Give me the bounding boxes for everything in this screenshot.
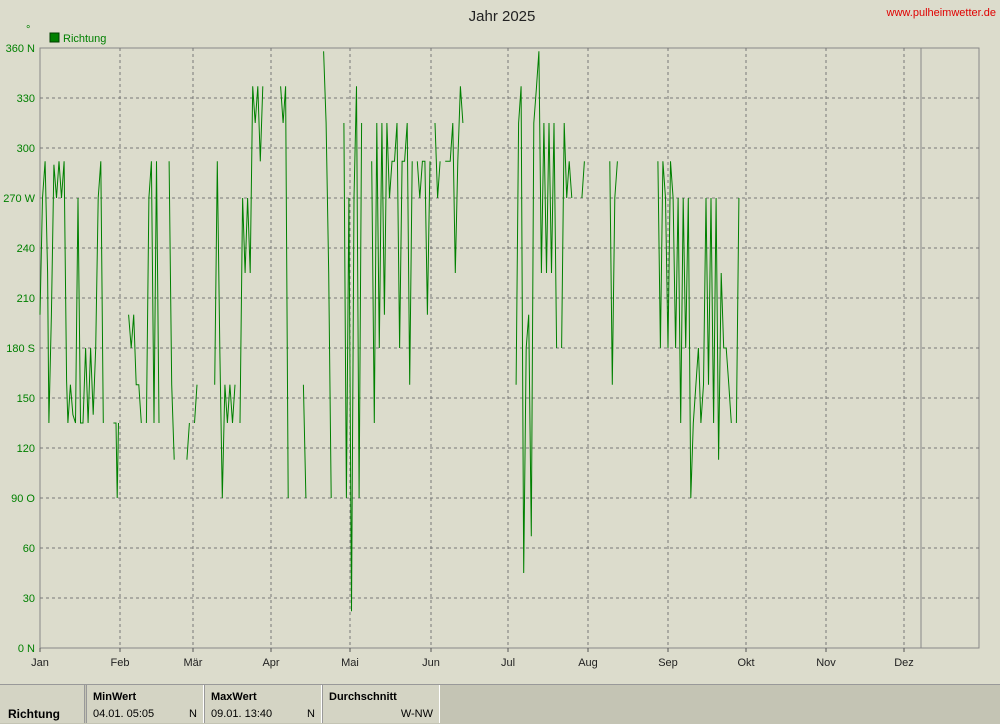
x-tick-label: Sep (658, 657, 678, 669)
x-tick-label: Okt (737, 657, 754, 669)
series-richtung (39, 51, 740, 612)
y-tick-label: 30 (23, 593, 35, 605)
x-tick-label: Jun (422, 657, 440, 669)
y-tick-label: 120 (17, 443, 35, 455)
x-tick-label: Apr (262, 657, 279, 669)
x-tick-label: Jan (31, 657, 49, 669)
chart-title: Jahr 2025 (469, 8, 536, 25)
y-tick-label: 0 N (18, 643, 35, 655)
x-tick-label: Jul (501, 657, 515, 669)
min-value: 04.01. 05:05 (93, 708, 155, 720)
x-tick-label: Feb (111, 657, 130, 669)
summary-row-label: Richtung (0, 685, 85, 723)
y-tick-label: 360 N (6, 43, 35, 55)
unit-degree-mark: ° (26, 24, 30, 36)
x-tick-label: Dez (894, 657, 914, 669)
y-tick-label: 330 (17, 93, 35, 105)
max-value-cell: MaxWert 09.01. 13:40 N (204, 685, 322, 723)
x-axis-ticks: Jan Feb Mär Apr Mai Jun Jul Aug Sep Okt Nov Dez (31, 648, 914, 669)
y-tick-label: 60 (23, 543, 35, 555)
average-cell: Durchschnitt W-NW (322, 685, 440, 723)
max-header: MaxWert (211, 691, 257, 703)
min-value-cell: MinWert 04.01. 05:05 N (86, 685, 204, 723)
y-tick-label: 90 O (11, 493, 35, 505)
summary-footer: Richtung MinWert 04.01. 05:05 N MaxWert … (0, 684, 1000, 724)
y-tick-label: 300 (17, 143, 35, 155)
summary-row-label-text: Richtung (8, 707, 60, 721)
y-tick-label: 210 (17, 293, 35, 305)
min-header: MinWert (93, 691, 137, 703)
x-tick-label: Mai (341, 657, 359, 669)
average-header: Durchschnitt (329, 691, 397, 703)
y-axis-ticks: 0 N 30 60 90 O 120 150 180 S 210 240 270 W 300 330 3… (3, 43, 35, 655)
y-tick-label: 240 (17, 243, 35, 255)
wind-direction-chart: Jahr 2025 www.pulheimwetter.de ° Richtun… (3, 7, 996, 669)
legend-label: Richtung (63, 33, 106, 45)
max-direction: N (307, 708, 315, 720)
series-line-richtung (39, 51, 740, 612)
x-tick-label: Nov (816, 657, 836, 669)
y-tick-label: 180 S (6, 343, 35, 355)
y-tick-label: 150 (17, 393, 35, 405)
legend-swatch (49, 32, 60, 43)
average-value: W-NW (400, 708, 433, 720)
min-direction: N (189, 708, 197, 720)
site-link[interactable]: www.pulheimwetter.de (886, 7, 996, 19)
max-value: 09.01. 13:40 (211, 708, 273, 720)
x-tick-label: Mär (184, 657, 203, 669)
y-tick-label: 270 W (3, 193, 35, 205)
x-tick-label: Aug (578, 657, 598, 669)
